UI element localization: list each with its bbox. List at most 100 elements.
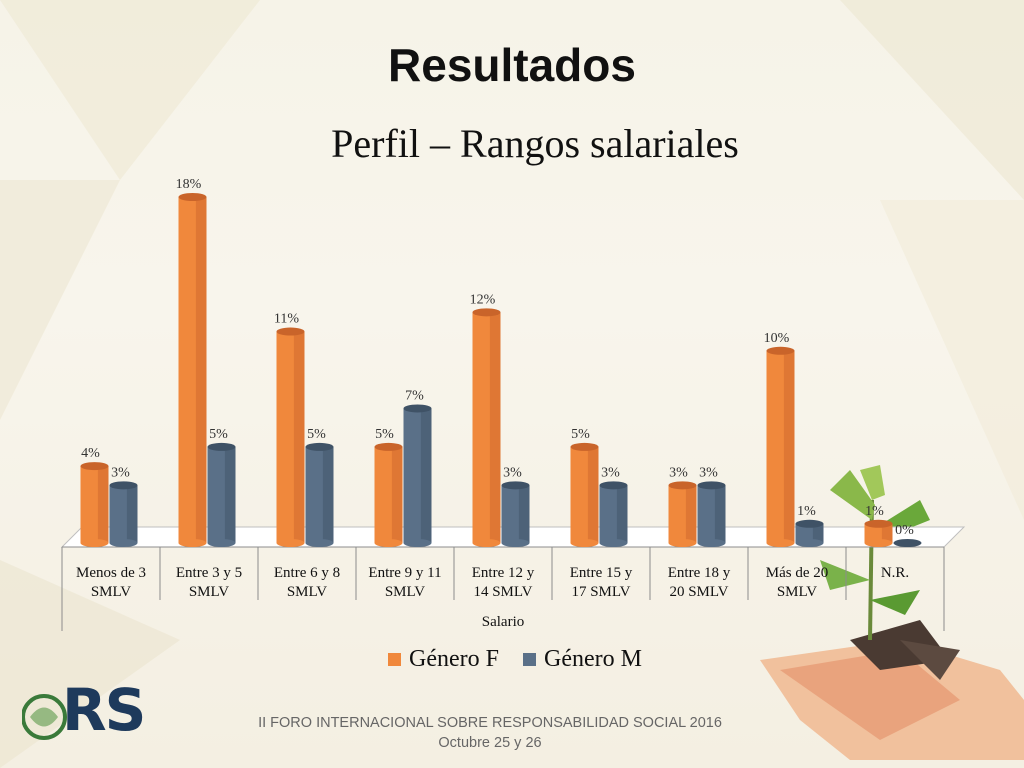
- category-label: SMLV: [189, 584, 229, 600]
- legend-label-male: Género M: [543, 646, 642, 672]
- category-label: Entre 3 y 5: [176, 565, 242, 581]
- bar-top: [893, 539, 922, 547]
- bar-top: [864, 519, 893, 528]
- bar-male: [599, 485, 628, 543]
- bar-base: [668, 539, 697, 547]
- bar-top: [766, 346, 795, 355]
- bar-male: [305, 446, 334, 543]
- bar-top: [374, 442, 403, 451]
- bar-shade: [518, 485, 530, 543]
- bar-shade: [293, 331, 305, 543]
- category-label: SMLV: [385, 584, 425, 600]
- category-label: Menos de 3: [76, 565, 146, 581]
- data-label: 1%: [865, 504, 884, 519]
- bar-top: [570, 442, 599, 451]
- legend-item-male: Género M: [522, 646, 642, 673]
- bar-female: [374, 446, 403, 543]
- data-label: 7%: [405, 388, 424, 403]
- bar-shade: [714, 485, 726, 543]
- bar-shade: [195, 197, 207, 543]
- bar-shade: [489, 312, 501, 543]
- bar-base: [207, 539, 236, 547]
- bar-male: [109, 485, 138, 543]
- bar-base: [178, 539, 207, 547]
- category-label: Entre 12 y: [472, 565, 535, 581]
- bar-base: [80, 539, 109, 547]
- data-label: 3%: [699, 465, 718, 480]
- data-label: 3%: [111, 465, 130, 480]
- data-label: 4%: [81, 446, 100, 461]
- bar-top: [80, 462, 109, 471]
- category-label: Entre 6 y 8: [274, 565, 340, 581]
- legend-item-female: Género F: [388, 646, 499, 673]
- bar-female: [668, 485, 697, 543]
- legend-swatch-male: [522, 653, 536, 666]
- category-label: SMLV: [777, 584, 817, 600]
- bar-female: [178, 197, 207, 543]
- bar-top: [178, 193, 207, 201]
- category-label: 20 SMLV: [669, 584, 728, 600]
- bar-top: [599, 481, 628, 490]
- category-label: SMLV: [287, 584, 327, 600]
- bar-base: [599, 539, 628, 547]
- bar-shade: [616, 485, 628, 543]
- bar-top: [403, 404, 432, 413]
- bar-base: [864, 539, 893, 547]
- data-label: 5%: [571, 427, 590, 442]
- bar-shade: [812, 523, 824, 543]
- bar-shade: [881, 523, 893, 543]
- category-label: Entre 9 y 11: [368, 565, 441, 581]
- category-label: Más de 20: [766, 565, 829, 581]
- bar-top: [472, 308, 501, 317]
- bar-top: [501, 481, 530, 490]
- category-label: SMLV: [91, 584, 131, 600]
- bar-base: [374, 539, 403, 547]
- bar-shade: [783, 350, 795, 543]
- data-label: 3%: [601, 465, 620, 480]
- data-label: 5%: [209, 427, 228, 442]
- bar-female: [80, 466, 109, 543]
- data-label: 11%: [274, 312, 299, 327]
- legend-swatch-female: [388, 653, 401, 666]
- data-label: 1%: [797, 504, 816, 519]
- footer-event: II FORO INTERNACIONAL SOBRE RESPONSABILI…: [258, 715, 722, 731]
- data-label: 0%: [895, 523, 914, 538]
- bar-base: [305, 539, 334, 547]
- category-label: 14 SMLV: [473, 584, 532, 600]
- bar-shade: [587, 446, 599, 543]
- bar-shade: [126, 485, 138, 543]
- logo-text: RS: [62, 676, 146, 744]
- footer: II FORO INTERNACIONAL SOBRE RESPONSABILI…: [230, 713, 750, 753]
- category-label: Entre 15 y: [570, 565, 633, 581]
- bar-base: [109, 539, 138, 547]
- data-label: 18%: [176, 177, 202, 192]
- bar-female: [864, 523, 893, 543]
- bar-base: [403, 539, 432, 547]
- bar-base: [472, 539, 501, 547]
- x-axis-title: Salario: [482, 614, 525, 630]
- bar-female: [472, 312, 501, 543]
- bar-shade: [420, 408, 432, 543]
- bar-top: [276, 327, 305, 336]
- bar-male: [697, 485, 726, 543]
- bar-shade: [224, 446, 236, 543]
- data-label: 3%: [503, 465, 522, 480]
- data-label: 3%: [669, 465, 688, 480]
- bar-base: [570, 539, 599, 547]
- category-label: 17 SMLV: [571, 584, 630, 600]
- bar-base: [501, 539, 530, 547]
- bar-female: [570, 446, 599, 543]
- bar-shade: [322, 446, 334, 543]
- chart-subtitle: Perfil – Rangos salariales: [331, 121, 739, 166]
- data-label: 5%: [307, 427, 326, 442]
- bar-male: [795, 523, 824, 543]
- bar-shade: [391, 446, 403, 543]
- bar-top: [305, 442, 334, 451]
- bar-top: [109, 481, 138, 490]
- slide-title: Resultados: [388, 39, 636, 91]
- forum-logo: [22, 694, 67, 740]
- plant-hand-illustration: [760, 465, 1024, 760]
- data-label: 12%: [470, 292, 496, 307]
